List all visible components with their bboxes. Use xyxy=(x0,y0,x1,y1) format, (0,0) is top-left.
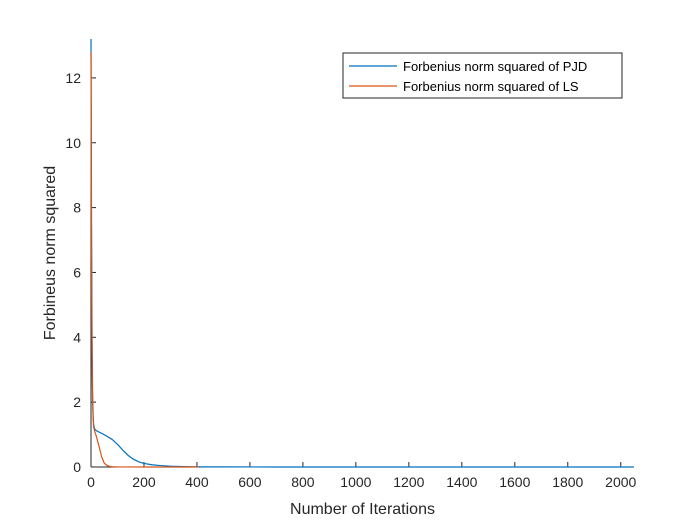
legend-box xyxy=(342,52,623,99)
x-tick-label: 400 xyxy=(185,474,209,490)
x-tick-label: 1200 xyxy=(393,474,424,490)
y-tick-label: 4 xyxy=(73,329,81,345)
x-tick-label: 800 xyxy=(291,474,315,490)
legend: Forbenius norm squared of PJD Forbenius n… xyxy=(342,52,623,99)
series-line-2 xyxy=(90,51,199,468)
legend-label-1: Forbenius norm squared of PJD xyxy=(403,59,587,74)
x-tick-label: 2000 xyxy=(605,474,636,490)
x-tick-label: 200 xyxy=(132,474,156,490)
x-tick-label: 600 xyxy=(238,474,262,490)
x-axis-label: Number of Iterations xyxy=(290,501,435,518)
y-axis-label: Forbineus norm squared xyxy=(42,166,59,340)
x-tick-label: 1000 xyxy=(340,474,371,490)
y-tick-label: 2 xyxy=(73,394,81,410)
y-tick-label: 12 xyxy=(65,70,81,86)
y-tick-label: 8 xyxy=(73,200,81,216)
x-tick-label: 1800 xyxy=(552,474,583,490)
x-tick-label: 1400 xyxy=(446,474,477,490)
x-tick-label: 1600 xyxy=(499,474,530,490)
y-tick-label: 0 xyxy=(73,459,81,475)
y-tick-label: 10 xyxy=(65,135,81,151)
x-tick-label: 0 xyxy=(87,474,95,490)
legend-label-2: Forbenius norm squared of LS xyxy=(403,79,579,94)
y-tick-label: 6 xyxy=(73,264,81,280)
plot-area: 0 200 400 600 800 1000 1200 1400 1600 1800 2000 0 2 4… xyxy=(65,38,637,490)
